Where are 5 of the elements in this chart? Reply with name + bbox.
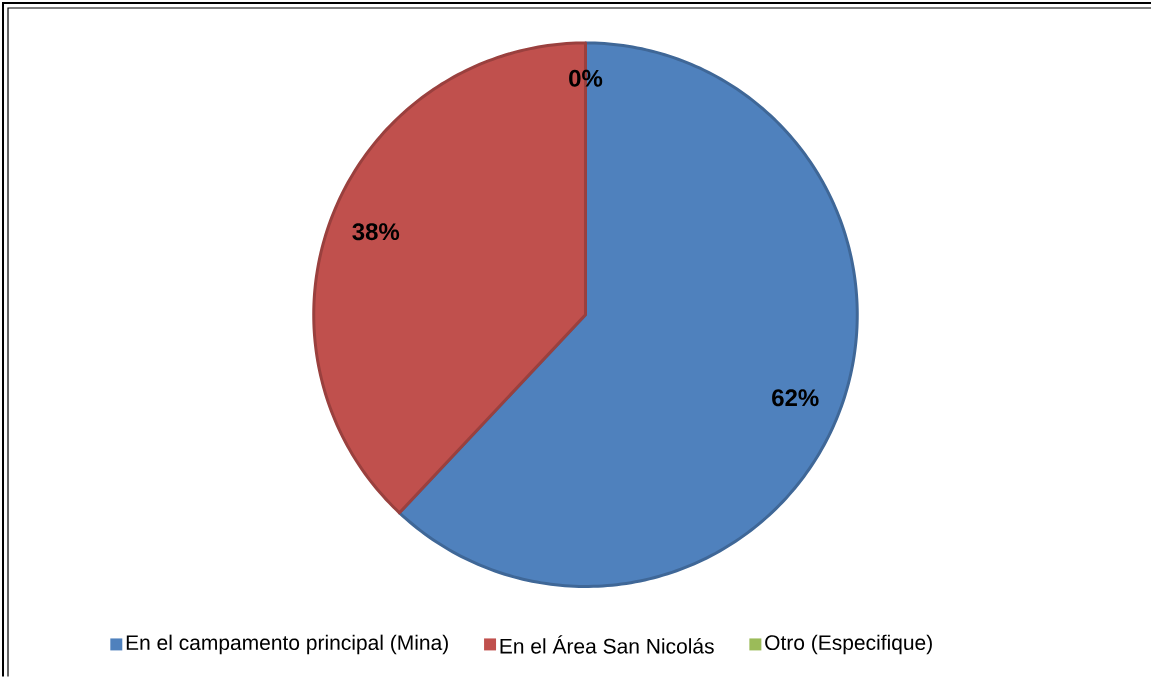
legend-label: En el Área San Nicolás xyxy=(500,635,714,654)
data-label: 38% xyxy=(352,222,400,240)
legend-label: Otro (Especifique) xyxy=(765,634,932,655)
data-label: 62% xyxy=(772,389,819,407)
legend-label: En el campamento principal (Mina) xyxy=(126,634,448,655)
